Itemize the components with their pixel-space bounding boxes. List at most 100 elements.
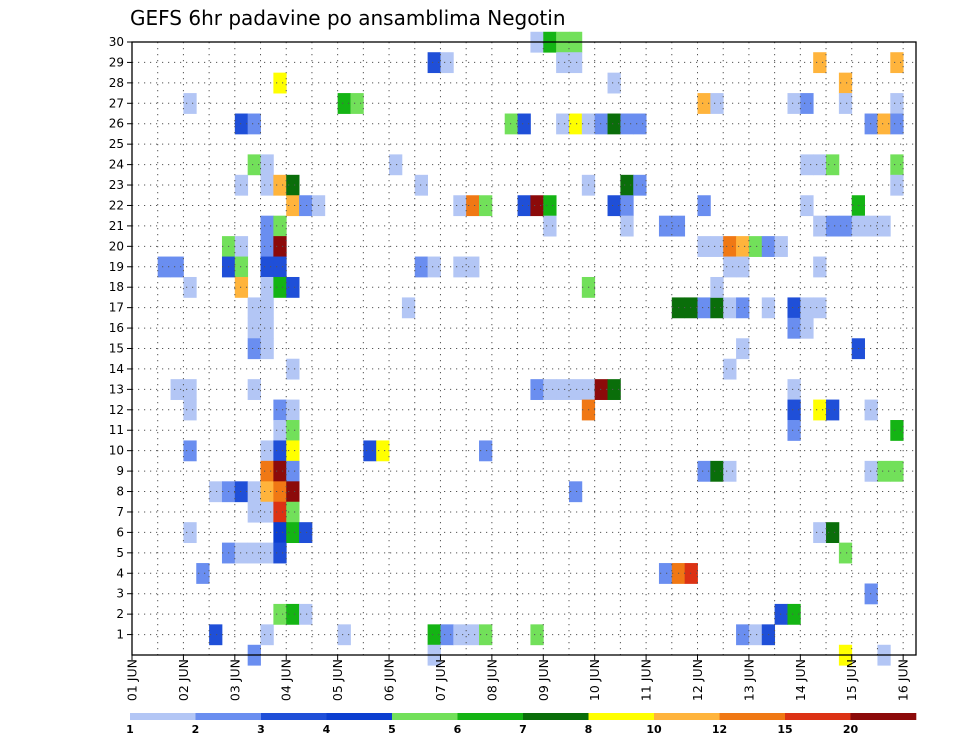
heatmap-cell xyxy=(247,481,261,503)
heatmap-cell xyxy=(787,93,801,114)
heatmap-cell xyxy=(247,297,261,319)
heatmap-cell xyxy=(389,154,403,176)
heatmap-cell xyxy=(877,460,891,482)
heatmap-cell xyxy=(234,256,249,278)
colorbar-segment xyxy=(785,713,851,720)
y-tick-label: 21 xyxy=(109,219,124,233)
heatmap-cell xyxy=(183,276,197,298)
heatmap-cell xyxy=(183,379,197,400)
heatmap-cell xyxy=(273,542,287,564)
heatmap-cell xyxy=(826,215,840,237)
heatmap-cell xyxy=(247,154,261,176)
heatmap-cell xyxy=(337,624,351,646)
heatmap-cell xyxy=(864,583,878,605)
y-tick-label: 19 xyxy=(109,260,124,274)
heatmap-cell xyxy=(260,236,274,257)
heatmap-cell xyxy=(260,460,274,482)
colorbar-label: 4 xyxy=(323,723,331,736)
heatmap-cell xyxy=(247,379,261,400)
heatmap-cell xyxy=(414,174,428,196)
heatmap-cell xyxy=(286,174,300,196)
heatmap-cell xyxy=(684,297,698,319)
heatmap-cell xyxy=(427,52,441,74)
heatmap-cell xyxy=(183,440,197,462)
heatmap-cell xyxy=(157,256,171,278)
cells-layer xyxy=(157,31,904,666)
heatmap-cell xyxy=(838,93,853,114)
colorbar-segment xyxy=(392,713,458,720)
heatmap-cell xyxy=(466,256,480,278)
heatmap-cell xyxy=(710,276,724,298)
heatmap-cell xyxy=(594,379,608,400)
heatmap-cell xyxy=(286,522,300,544)
heatmap-cell xyxy=(286,460,300,482)
heatmap-cell xyxy=(234,174,249,196)
heatmap-cell xyxy=(286,195,300,217)
heatmap-cell xyxy=(247,317,261,339)
heatmap-cell xyxy=(209,481,223,503)
heatmap-cell xyxy=(710,93,724,114)
x-tick-label: 01 JUN xyxy=(125,659,140,701)
heatmap-cell xyxy=(838,542,853,564)
colorbar-segment xyxy=(326,713,393,720)
colorbar-label: 5 xyxy=(388,723,396,736)
heatmap-cell xyxy=(813,399,827,421)
heatmap-cell xyxy=(890,113,904,135)
y-tick-label: 8 xyxy=(116,485,124,499)
heatmap-cell xyxy=(723,460,737,482)
heatmap-cell xyxy=(736,338,750,360)
colorbar-segment xyxy=(523,713,589,720)
heatmap-cell xyxy=(697,195,711,217)
heatmap-cell xyxy=(800,154,814,176)
heatmap-cell xyxy=(479,624,493,646)
heatmap-cell xyxy=(890,52,904,74)
colorbar-label: 2 xyxy=(192,723,200,736)
colorbar-segment xyxy=(457,713,524,720)
heatmap-cell xyxy=(774,603,788,625)
heatmap-cell xyxy=(787,603,801,625)
heatmap-cell xyxy=(260,440,274,462)
colorbar-label: 1 xyxy=(126,723,134,736)
x-tick-label: 16 JUN xyxy=(896,659,911,701)
heatmap-cell xyxy=(517,195,531,217)
heatmap-cell xyxy=(710,236,724,257)
y-tick-label: 6 xyxy=(116,525,124,539)
heatmap-cell xyxy=(736,256,750,278)
heatmap-cell xyxy=(273,215,287,237)
y-tick-label: 20 xyxy=(109,239,124,253)
colorbar-label: 6 xyxy=(454,723,462,736)
heatmap-cell xyxy=(736,297,750,319)
heatmap-cell xyxy=(826,522,840,544)
heatmap-cell xyxy=(800,93,814,114)
colorbar-segment xyxy=(850,713,917,720)
heatmap-cell xyxy=(260,154,274,176)
y-tick-label: 1 xyxy=(116,628,124,642)
heatmap-cell xyxy=(170,379,184,400)
heatmap-cell xyxy=(453,256,467,278)
y-tick-label: 18 xyxy=(109,280,124,294)
heatmap-cell xyxy=(260,276,274,298)
heatmap-cell xyxy=(736,624,750,646)
heatmap-cell xyxy=(607,113,621,135)
heatmap-cell xyxy=(273,460,287,482)
heatmap-cell xyxy=(864,460,878,482)
heatmap-cell xyxy=(633,113,647,135)
heatmap-cell xyxy=(466,195,480,217)
heatmap-cell xyxy=(183,93,197,114)
heatmap-cell xyxy=(877,113,891,135)
heatmap-cell xyxy=(890,93,904,114)
heatmap-cell xyxy=(286,420,300,441)
y-tick-label: 15 xyxy=(109,342,124,356)
heatmap-cell xyxy=(196,563,210,584)
heatmap-cell xyxy=(787,399,801,421)
y-tick-label: 26 xyxy=(109,117,124,131)
heatmap-cell xyxy=(530,195,544,217)
heatmap-cell xyxy=(697,460,711,482)
heatmap-cell xyxy=(453,624,467,646)
y-axis: 1234567891011121314151617181920212223242… xyxy=(109,35,132,642)
heatmap-cell xyxy=(260,256,274,278)
heatmap-cell xyxy=(247,113,261,135)
heatmap-cell xyxy=(568,52,583,74)
heatmap-cell xyxy=(800,297,814,319)
heatmap-cell xyxy=(273,522,287,544)
